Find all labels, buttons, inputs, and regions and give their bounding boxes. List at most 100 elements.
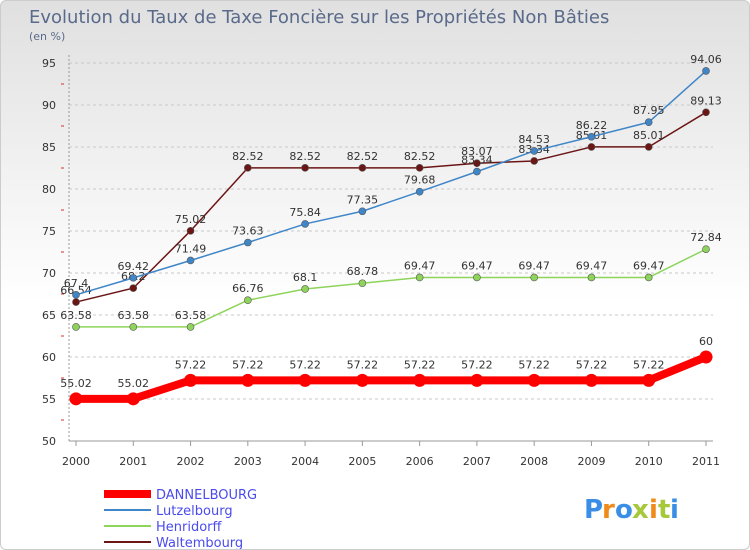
logo-letter: r bbox=[602, 495, 615, 525]
data-label: 69.47 bbox=[461, 259, 493, 272]
x-tick-label: 2000 bbox=[62, 455, 90, 468]
data-label: 57.22 bbox=[518, 358, 550, 371]
data-label: 57.22 bbox=[633, 358, 665, 371]
y-tick-label: 85 bbox=[42, 141, 56, 154]
data-point bbox=[530, 157, 538, 165]
data-point bbox=[129, 323, 138, 331]
data-point bbox=[129, 284, 138, 292]
data-label: 85.01 bbox=[633, 129, 665, 142]
data-label: 82.52 bbox=[404, 150, 436, 163]
data-label: 82.52 bbox=[289, 150, 321, 163]
data-label: 75.84 bbox=[289, 206, 321, 219]
data-point bbox=[72, 323, 80, 331]
series-line bbox=[76, 353, 708, 403]
y-tick-label: 80 bbox=[42, 183, 56, 196]
data-point bbox=[527, 373, 541, 387]
data-point bbox=[186, 256, 195, 265]
data-label: 87.95 bbox=[633, 104, 665, 117]
logo-letter: i bbox=[670, 495, 679, 525]
logo-letter: P bbox=[584, 495, 603, 525]
series-line bbox=[75, 111, 707, 303]
data-label: 57.22 bbox=[347, 358, 379, 371]
y-tick-label: 55 bbox=[42, 393, 56, 406]
data-point bbox=[301, 220, 309, 228]
y-tick-label: 90 bbox=[42, 99, 56, 112]
logo-letter: o bbox=[615, 495, 633, 525]
data-label: 82.52 bbox=[232, 150, 264, 163]
data-label: 73.63 bbox=[232, 225, 264, 238]
data-point bbox=[186, 227, 195, 235]
y-tick-label: 50 bbox=[42, 435, 56, 448]
x-tick-label: 2003 bbox=[234, 455, 262, 468]
logo-letter: i bbox=[649, 495, 658, 525]
data-point bbox=[587, 273, 596, 282]
proxiti-logo: Pr o x i t i bbox=[584, 495, 679, 525]
data-point bbox=[69, 392, 83, 406]
data-point bbox=[129, 274, 138, 282]
series-group: 66.5468.275.0282.5282.5282.5282.5283.078… bbox=[60, 53, 722, 406]
data-point bbox=[644, 143, 653, 151]
data-label: 94.06 bbox=[690, 53, 722, 66]
data-label: 60 bbox=[699, 335, 713, 348]
data-label: 86.22 bbox=[576, 119, 608, 132]
data-point bbox=[244, 238, 252, 247]
legend-label: Lutzelbourg bbox=[156, 504, 233, 519]
data-point bbox=[413, 373, 427, 387]
data-point bbox=[126, 392, 140, 406]
data-point bbox=[415, 164, 424, 172]
x-tick-label: 2006 bbox=[406, 455, 434, 468]
data-point bbox=[244, 296, 252, 305]
data-point bbox=[72, 298, 80, 306]
x-tick-label: 2008 bbox=[520, 455, 548, 468]
data-label: 69.47 bbox=[404, 259, 436, 272]
legend: DANNELBOURGLutzelbourgHenridorffWaltembo… bbox=[104, 488, 257, 550]
data-point bbox=[184, 373, 198, 387]
data-point bbox=[644, 273, 653, 282]
data-point bbox=[702, 245, 710, 253]
data-label: 72.84 bbox=[690, 231, 722, 244]
data-point bbox=[241, 373, 255, 387]
series-lutzelbourg: 67.469.4271.4973.6375.8477.3579.6883.348… bbox=[64, 53, 722, 299]
chart-subtitle: (en %) bbox=[29, 30, 65, 43]
x-tick-label: 2009 bbox=[577, 455, 605, 468]
chart-title: Evolution du Taux de Taxe Foncière sur l… bbox=[29, 7, 609, 28]
data-label: 57.22 bbox=[175, 358, 207, 371]
data-point bbox=[301, 285, 309, 293]
legend-label: Waltembourg bbox=[156, 536, 243, 550]
data-point bbox=[301, 164, 309, 172]
data-point bbox=[415, 273, 424, 282]
data-label: 63.58 bbox=[175, 309, 207, 322]
data-point bbox=[470, 373, 484, 387]
data-label: 69.47 bbox=[633, 259, 665, 272]
data-point bbox=[186, 323, 195, 331]
series-dannelbourg: 55.02 55.02 57.22 57.22 57.22 57.22 57.22 57.22… bbox=[60, 335, 713, 406]
data-label: 67.4 bbox=[64, 277, 89, 290]
series-waltembourg: 66.5468.275.0282.5282.5282.5282.5283.078… bbox=[60, 94, 722, 306]
data-point bbox=[699, 350, 713, 364]
x-tick-label: 2007 bbox=[463, 455, 491, 468]
data-label: 77.35 bbox=[347, 193, 379, 206]
x-tick-label: 2001 bbox=[119, 455, 147, 468]
data-point bbox=[244, 164, 252, 172]
series-line bbox=[76, 248, 707, 328]
data-label: 57.22 bbox=[461, 358, 493, 371]
data-label: 57.22 bbox=[576, 358, 608, 371]
data-label: 63.58 bbox=[118, 309, 150, 322]
logo-letter: x bbox=[632, 495, 649, 525]
y-tick-label: 75 bbox=[42, 225, 56, 238]
data-point bbox=[473, 273, 481, 282]
data-point bbox=[358, 207, 367, 216]
data-point bbox=[355, 373, 369, 387]
data-label: 69.42 bbox=[118, 260, 150, 273]
x-tick-label: 2005 bbox=[348, 455, 376, 468]
x-tick-label: 2010 bbox=[635, 455, 663, 468]
data-label: 55.02 bbox=[118, 377, 150, 390]
data-label: 68.78 bbox=[347, 265, 379, 278]
data-label: 68.1 bbox=[293, 271, 318, 284]
data-point bbox=[530, 147, 538, 155]
data-label: 84.53 bbox=[518, 133, 550, 146]
data-point bbox=[530, 273, 538, 282]
y-tick-label: 95 bbox=[42, 57, 56, 70]
data-label: 83.34 bbox=[461, 154, 493, 167]
